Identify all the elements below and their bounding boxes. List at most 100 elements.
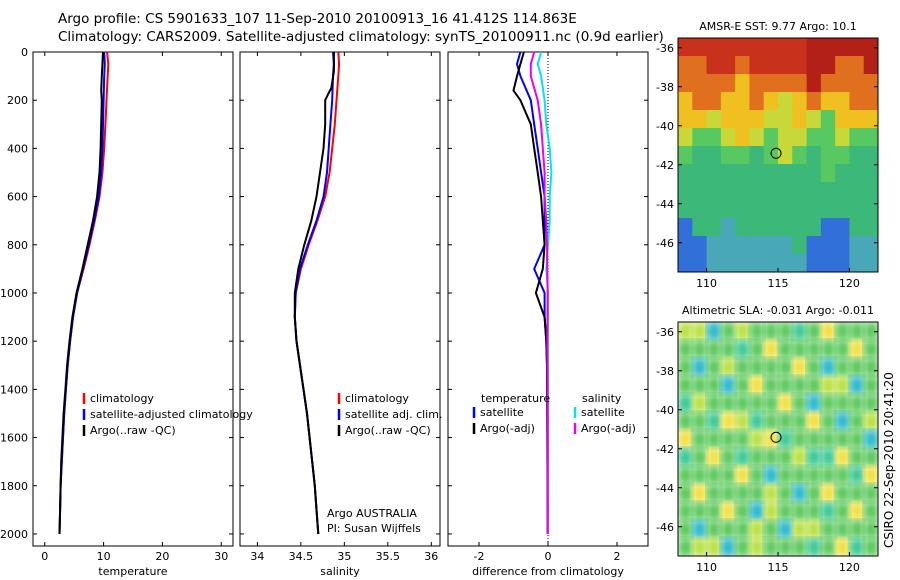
sla_map-cell: [778, 538, 793, 556]
sla_map-cell: [763, 376, 779, 395]
sla_map-cell: [792, 520, 808, 539]
salinity-annotation-line-2: PI: Susan Wijffels: [327, 522, 421, 535]
difference-xtick-label: 0: [545, 550, 552, 563]
sla_map-cell: [792, 394, 808, 413]
sla_map-cell: [735, 538, 751, 556]
sla_map-cell: [720, 394, 736, 413]
sla_map-cell: [835, 376, 851, 395]
sst_map-cell: [806, 146, 822, 165]
sst_map-cell: [849, 236, 865, 255]
sst_map-cell: [706, 182, 722, 201]
sst_map-cell: [778, 182, 793, 201]
sst_map-cell: [835, 38, 851, 57]
sla_map-cell: [678, 412, 693, 431]
sst_map-cell: [678, 74, 693, 93]
sla_map-cell: [820, 430, 836, 449]
sla_map-cell: [835, 466, 851, 485]
sst_map-cell: [806, 164, 822, 183]
sla_map-cell: [735, 430, 751, 449]
sla_map-cell: [792, 430, 808, 449]
sla_map-cell: [720, 376, 736, 395]
sla_map-cell: [763, 502, 779, 521]
sla_map-cell: [863, 376, 878, 395]
depth-tick-label: 600: [7, 191, 28, 204]
sla_map-cell: [692, 376, 708, 395]
sst_map-cell: [763, 110, 779, 129]
sst_map-cell: [792, 56, 808, 75]
sst_map-cell: [678, 38, 693, 57]
temperature-xtick-label: 20: [155, 550, 169, 563]
sst_map-cell: [863, 110, 878, 129]
sla_map-cell: [749, 538, 765, 556]
sla_map-cell: [778, 412, 793, 431]
sst_map-cell: [820, 164, 836, 183]
sst_map-cell: [749, 236, 765, 255]
sst_map-cell: [820, 200, 836, 219]
depth-tick-label: 0: [21, 46, 28, 59]
sla_map-cell: [678, 484, 693, 503]
salinity-xtick-label: 35.5: [376, 550, 401, 563]
sst_map-cell: [706, 254, 722, 272]
sla_map-cell: [692, 322, 708, 341]
sla_map-cell: [749, 520, 765, 539]
sst_map-cell: [692, 74, 708, 93]
sla_map-cell: [692, 538, 708, 556]
sla_map-cell: [778, 430, 793, 449]
sla_map-cell: [835, 502, 851, 521]
salinity-xtick-label: 35: [337, 550, 351, 563]
sst_map-cell: [849, 92, 865, 111]
sla_map-cell: [763, 358, 779, 377]
sst_map-cell: [820, 236, 836, 255]
sla_map-cell: [678, 340, 693, 359]
sst_map-cell: [778, 56, 793, 75]
sst_map-cell: [778, 74, 793, 93]
sla_map-cell: [778, 340, 793, 359]
sst_map-cell: [806, 200, 822, 219]
sla_map-cell: [820, 502, 836, 521]
sst_map-ytick-label: -44: [656, 198, 674, 211]
sla_map-cell: [749, 448, 765, 467]
sst_map-cell: [735, 164, 751, 183]
sst_map-cell: [835, 128, 851, 147]
sst_map-cell: [849, 110, 865, 129]
sla_map-cell: [820, 412, 836, 431]
sst_map-cell: [820, 146, 836, 165]
sla_map-cell: [735, 520, 751, 539]
sla_map-cell: [806, 394, 822, 413]
sla_map-cell: [792, 466, 808, 485]
salinity-xtick-label: 34: [250, 550, 264, 563]
temperature-xtick-label: 10: [97, 550, 111, 563]
sst_map-cell: [863, 38, 878, 57]
sst_map-cell: [720, 146, 736, 165]
sst_map-cell: [692, 182, 708, 201]
sst_map-cell: [749, 200, 765, 219]
sst_map-cell: [706, 128, 722, 147]
sla_map-cell: [692, 520, 708, 539]
sla_map-cell: [778, 466, 793, 485]
sla_map-cell: [678, 358, 693, 377]
sst_map-cell: [763, 128, 779, 147]
sla_map-cell: [835, 340, 851, 359]
sst_map-xtick-label: 115: [768, 277, 789, 290]
sst_map-cell: [735, 236, 751, 255]
sla_map-cell: [778, 484, 793, 503]
sla_map-cell: [778, 448, 793, 467]
sst_map-cell: [692, 236, 708, 255]
sla_map-cell: [706, 322, 722, 341]
sst_map-cell: [863, 56, 878, 75]
sst_map-cell: [678, 92, 693, 111]
sst_map-cell: [749, 38, 765, 57]
sla_map-cell: [749, 394, 765, 413]
sst_map-cell: [835, 56, 851, 75]
sla_map-cell: [706, 466, 722, 485]
sst_map-cell: [835, 74, 851, 93]
sla_map-cell: [749, 412, 765, 431]
sst_map-cell: [792, 110, 808, 129]
sla_map-cell: [863, 430, 878, 449]
sla_map-cell: [835, 358, 851, 377]
sst_map-cell: [849, 56, 865, 75]
sla_map-xtick-label: 120: [839, 561, 860, 574]
sla_map-cell: [849, 538, 865, 556]
sst_map-cell: [835, 218, 851, 237]
sla_map-cell: [806, 412, 822, 431]
